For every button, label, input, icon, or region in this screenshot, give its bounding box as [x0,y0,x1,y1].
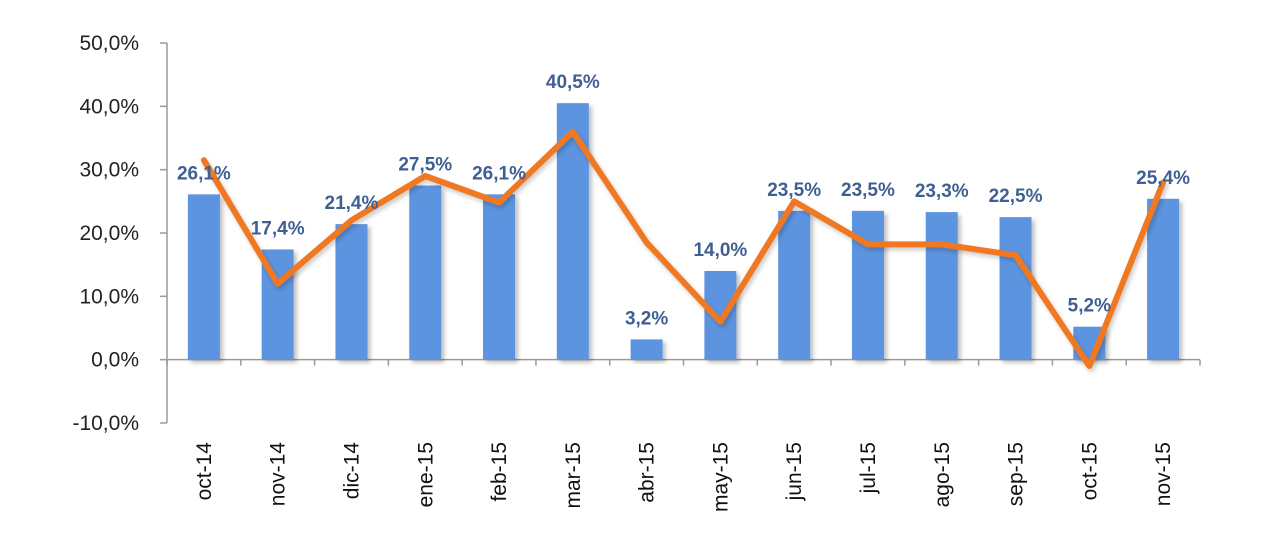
x-tick-label: jun-15 [783,442,806,501]
bar [851,210,884,360]
y-tick-label: 40,0% [79,95,139,118]
y-tick-label: 0,0% [91,349,139,372]
bar [630,339,663,360]
x-tick-label: oct-14 [193,442,216,501]
line-series [200,128,1167,369]
bar [335,224,368,360]
data-label: 3,2% [625,308,668,329]
bar [409,185,442,360]
y-tick-label: 30,0% [79,159,139,182]
bar [778,210,811,360]
data-label: 23,3% [915,181,969,202]
x-axis: oct-14 nov-14 dic-14 ene-15 feb-15 mar-15 abr-… [166,358,1201,512]
data-label: 5,2% [1068,296,1111,317]
x-tick-label: ago-15 [931,442,954,507]
bar [187,194,220,360]
x-tick-label: mar-15 [562,442,585,509]
data-label: 23,5% [841,180,895,201]
y-tick-label: 50,0% [79,32,139,55]
x-tick-label: nov-14 [267,442,290,507]
data-label: 26,1% [472,163,526,184]
x-tick-label: oct-15 [1078,442,1101,500]
x-tick-label: feb-15 [488,442,511,502]
bar [925,212,958,360]
y-tick-label: -10,0% [72,412,139,435]
data-labels: 26,1% 17,4% 21,4% 27,5% 26,1% 40,5% 3,2% 14,0% 2… [177,72,1190,329]
bar [704,271,737,360]
x-tick-label: jul-15 [857,442,880,494]
data-label: 25,4% [1136,168,1190,189]
data-label: 22,5% [989,186,1043,207]
data-label: 17,4% [251,218,305,239]
data-label: 26,1% [177,163,231,184]
x-tick-label: sep-15 [1005,442,1028,506]
y-tick-label: 10,0% [79,285,139,308]
data-label: 40,5% [546,72,600,93]
x-tick-label: ene-15 [414,442,437,507]
data-label: 21,4% [325,193,379,214]
x-tick-label: dic-14 [340,442,363,500]
x-tick-label: may-15 [709,442,732,512]
data-label: 14,0% [693,240,747,261]
trend-line [200,128,1167,369]
y-tick-label: 20,0% [79,222,139,245]
x-tick-label: abr-15 [636,442,659,503]
bar-series [187,103,1180,360]
data-label: 23,5% [767,180,821,201]
bar [999,217,1032,360]
bar [483,194,516,360]
x-tick-label: nov-15 [1152,442,1175,506]
data-label: 27,5% [398,155,452,176]
y-axis: -10,0% 0,0% 10,0% 20,0% 30,0% 40,0% 50,0% [72,32,168,435]
bar [1147,198,1180,360]
